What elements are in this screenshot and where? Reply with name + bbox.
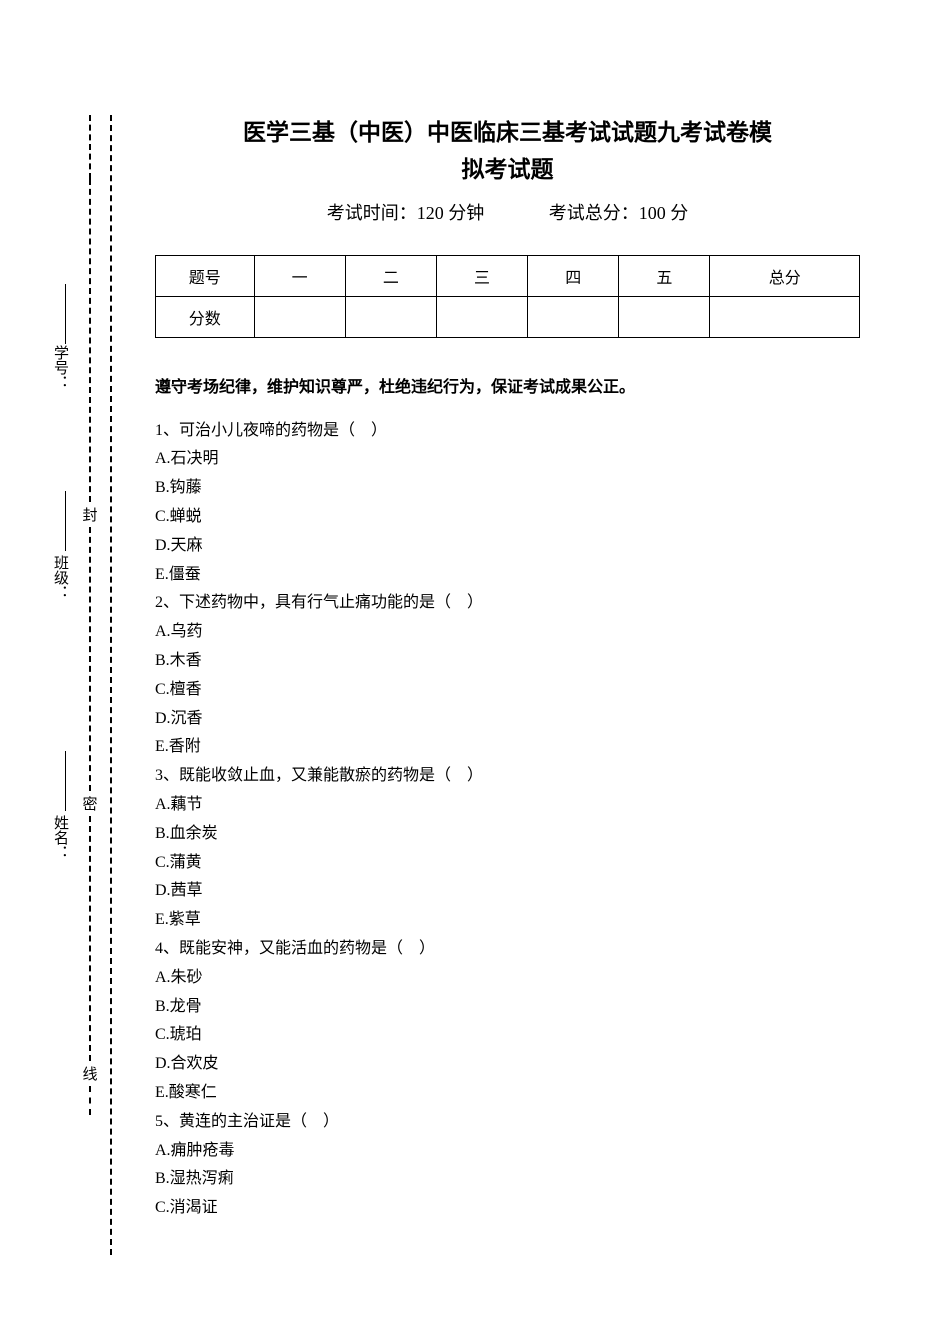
table-cell [436, 296, 527, 337]
page-container: 学号： 班级： 姓名： 封 密 线 医学三基（中医）中医临床三基考试试题九考试卷… [0, 0, 950, 1283]
question-option: E.香附 [155, 733, 860, 762]
question-option: D.茜草 [155, 877, 860, 906]
question-option: B.血余炭 [155, 820, 860, 849]
question-option: D.沉香 [155, 705, 860, 734]
table-cell [619, 296, 710, 337]
exam-title: 医学三基（中医）中医临床三基考试试题九考试卷模 拟考试题 [155, 115, 860, 189]
dash-segment [89, 816, 91, 1061]
question-option: D.合欢皮 [155, 1050, 860, 1079]
question-option: B.龙骨 [155, 993, 860, 1022]
exam-time: 考试时间：120 分钟 [327, 203, 485, 223]
table-cell [710, 296, 860, 337]
question-option: C.蝉蜕 [155, 503, 860, 532]
table-col: 总分 [710, 255, 860, 296]
question-option: C.琥珀 [155, 1021, 860, 1050]
table-col: 三 [436, 255, 527, 296]
dash-segment [89, 527, 91, 791]
content-area: 医学三基（中医）中医临床三基考试试题九考试卷模 拟考试题 考试时间：120 分钟… [125, 115, 860, 1223]
table-row: 题号 一 二 三 四 五 总分 [156, 255, 860, 296]
question-option: C.檀香 [155, 676, 860, 705]
question-option: E.酸寒仁 [155, 1079, 860, 1108]
dotted-divider [110, 115, 112, 1255]
table-cell [254, 296, 345, 337]
dash-segment [89, 179, 91, 502]
table-col: 一 [254, 255, 345, 296]
question-option: C.消渴证 [155, 1194, 860, 1223]
table-col: 五 [619, 255, 710, 296]
line-student-id [65, 284, 66, 344]
exam-info: 考试时间：120 分钟 考试总分：100 分 [155, 199, 860, 225]
question-option: D.天麻 [155, 532, 860, 561]
seal-char-mi: 密 [82, 793, 97, 814]
label-student-id: 学号： [50, 345, 71, 390]
questions-container: 1、可治小儿夜啼的药物是（ ） A.石决明 B.钩藤 C.蝉蜕 D.天麻 E.僵… [155, 417, 860, 1223]
question-stem: 4、既能安神，又能活血的药物是（ ） [155, 935, 860, 964]
question-stem: 1、可治小儿夜啼的药物是（ ） [155, 417, 860, 446]
question-option: A.藕节 [155, 791, 860, 820]
question-option: A.朱砂 [155, 964, 860, 993]
table-cell [345, 296, 436, 337]
label-name: 姓名： [50, 815, 71, 860]
table-col: 二 [345, 255, 436, 296]
question-option: A.乌药 [155, 618, 860, 647]
score-table: 题号 一 二 三 四 五 总分 分数 [155, 255, 860, 338]
table-score-label: 分数 [156, 296, 255, 337]
question-stem: 5、黄连的主治证是（ ） [155, 1108, 860, 1137]
title-line-2: 拟考试题 [155, 152, 860, 189]
dash-segment [89, 1086, 91, 1115]
instruction-text: 遵守考场纪律，维护知识尊严，杜绝违纪行为，保证考试成果公正。 [155, 373, 860, 397]
question-option: B.湿热泻痢 [155, 1165, 860, 1194]
table-cell [528, 296, 619, 337]
table-col: 四 [528, 255, 619, 296]
question-option: A.石决明 [155, 445, 860, 474]
question-option: B.木香 [155, 647, 860, 676]
seal-line: 封 密 线 [70, 115, 110, 1115]
question-option: A.痈肿疮毒 [155, 1137, 860, 1166]
title-line-1: 医学三基（中医）中医临床三基考试试题九考试卷模 [155, 115, 860, 152]
table-header-label: 题号 [156, 255, 255, 296]
question-option: E.紫草 [155, 906, 860, 935]
question-option: C.蒲黄 [155, 849, 860, 878]
line-name [65, 751, 66, 811]
seal-char-xian: 线 [82, 1063, 97, 1084]
dash-segment [89, 115, 91, 179]
question-option: E.僵蚕 [155, 561, 860, 590]
table-row: 分数 [156, 296, 860, 337]
question-stem: 3、既能收敛止血，又兼能散瘀的药物是（ ） [155, 762, 860, 791]
question-option: B.钩藤 [155, 474, 860, 503]
line-class [65, 491, 66, 551]
label-class: 班级： [50, 555, 71, 600]
seal-char-feng: 封 [82, 504, 97, 525]
exam-total-score: 考试总分：100 分 [549, 203, 689, 223]
question-stem: 2、下述药物中，具有行气止痛功能的是（ ） [155, 589, 860, 618]
